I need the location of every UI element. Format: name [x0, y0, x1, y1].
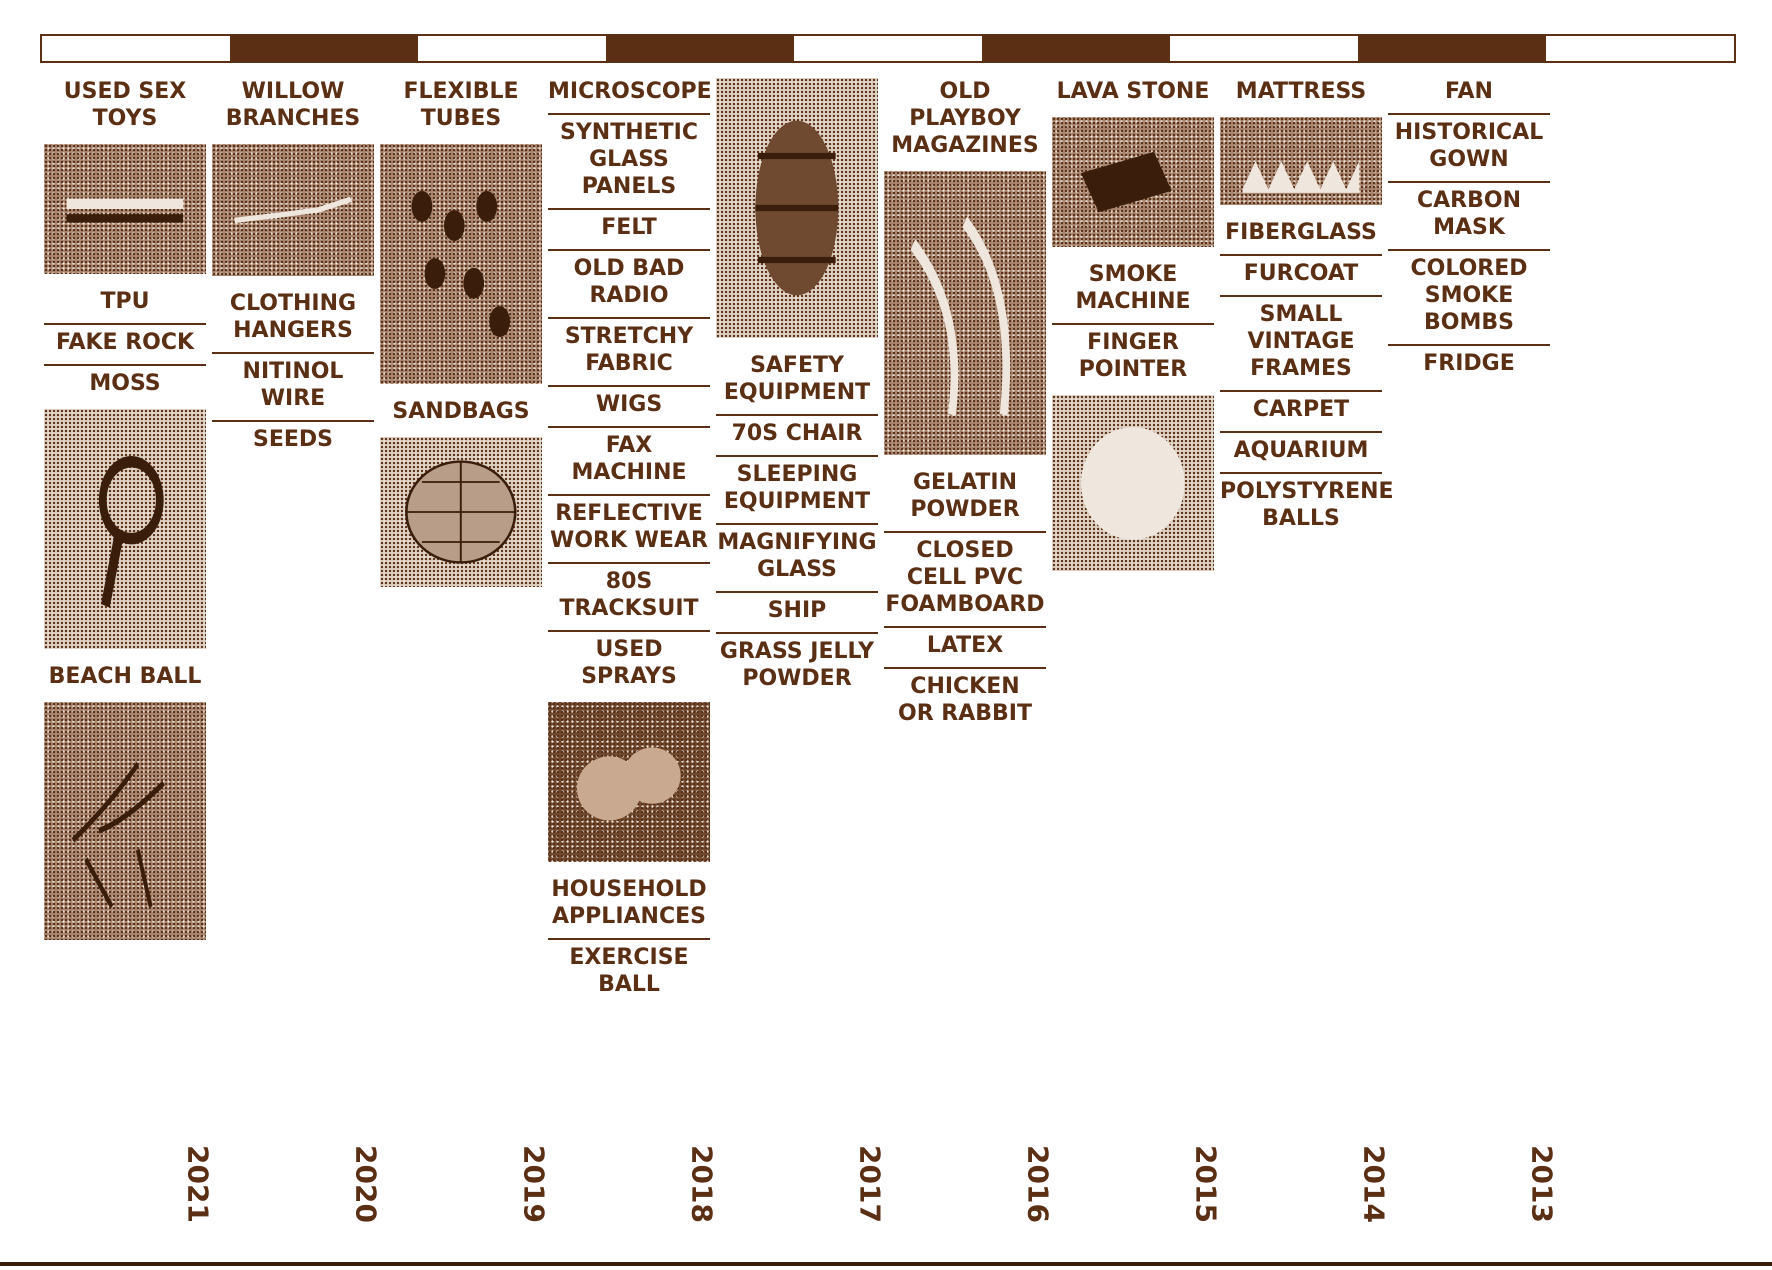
material-item: MAGNIFYING GLASS: [716, 525, 878, 593]
year-label-2019: 2019: [517, 1145, 551, 1223]
year-label-2017: 2017: [853, 1145, 887, 1223]
material-item: BEACH BALL: [48, 664, 202, 689]
material-item: OLD BAD RADIO: [548, 251, 710, 319]
year-label-2020: 2020: [349, 1145, 383, 1223]
material-item: SLEEPING EQUIPMENT: [716, 457, 878, 525]
timeline-column-2019: FLEXIBLE TUBES SANDBAGS: [380, 74, 542, 597]
timeline-columns: USED SEX TOYS TPU FAKE ROCK MOSS BEACH BALL W…: [40, 74, 1736, 1134]
material-item: SMOKE MACHINE: [1052, 257, 1214, 325]
year-label-2013: 2013: [1525, 1145, 1559, 1223]
material-item: HOUSEHOLD APPLIANCES: [548, 872, 710, 940]
material-item: CHICKEN OR RABBIT: [898, 674, 1032, 726]
material-item: CLOSED CELL PVC FOAMBOARD: [884, 533, 1046, 628]
material-item: SMALL VINTAGE FRAMES: [1220, 297, 1382, 392]
material-item: USED SEX TOYS: [63, 79, 187, 131]
material-item: MATTRESS: [1235, 79, 1367, 104]
granules-photo-icon: [1052, 395, 1214, 571]
wire-photo-icon: [212, 144, 374, 276]
material-item: GRASS JELLY POWDER: [719, 639, 875, 691]
material-item: AQUARIUM: [1220, 433, 1382, 474]
material-item: FIBERGLASS: [1220, 215, 1382, 256]
branches-photo-icon: [44, 702, 206, 940]
timeline-header-bar: [40, 34, 1736, 63]
year-label-2016: 2016: [1021, 1145, 1055, 1223]
material-item: SYNTHETIC GLASS PANELS: [548, 115, 710, 210]
material-item: FAX MACHINE: [548, 428, 710, 496]
material-item: CARPET: [1220, 392, 1382, 433]
spheres-photo-icon: [548, 702, 710, 862]
timeline-column-2015: LAVA STONE SMOKE MACHINE FINGER POINTER: [1052, 74, 1214, 581]
timeline-column-2018: MICROSCOPE SYNTHETIC GLASS PANELS FELT OLD …: [548, 74, 712, 1006]
material-item: STRETCHY FABRIC: [548, 319, 710, 387]
material-item: LATEX: [884, 628, 1046, 669]
material-item: WIGS: [548, 387, 710, 428]
material-item: WILLOW BRANCHES: [225, 79, 361, 131]
material-item: SEEDS: [252, 427, 333, 452]
material-item: FINGER POINTER: [1078, 330, 1188, 382]
timeline-segment-2015: [1170, 36, 1358, 61]
material-item: POLYSTYRENE BALLS: [1220, 479, 1394, 531]
material-item: 70S CHAIR: [716, 416, 878, 457]
material-item: SAFETY EQUIPMENT: [716, 348, 878, 416]
material-item: FELT: [548, 210, 710, 251]
material-item: COLORED SMOKE BOMBS: [1388, 251, 1550, 346]
barrel-photo-icon: [716, 78, 878, 338]
beads-photo-icon: [380, 144, 542, 384]
material-item: USED SPRAYS: [581, 637, 677, 689]
year-label-2015: 2015: [1189, 1145, 1223, 1223]
timeline-segment-2013: [1546, 36, 1734, 61]
material-item: GELATIN POWDER: [884, 465, 1046, 533]
bench-photo-icon: [44, 144, 206, 274]
timeline-column-2013: FAN HISTORICAL GOWN CARBON MASK COLORED SMO…: [1388, 74, 1550, 385]
foam-photo-icon: [1220, 117, 1382, 205]
material-item: SANDBAGS: [392, 399, 530, 424]
year-label-2014: 2014: [1357, 1145, 1391, 1223]
year-label-2018: 2018: [685, 1145, 719, 1223]
stone-photo-icon: [1052, 117, 1214, 247]
mirror-photo-icon: [44, 409, 206, 649]
fabric-photo-icon: [884, 171, 1046, 455]
timeline-segment-2019: [418, 36, 606, 61]
material-item: OLD PLAYBOY MAGAZINES: [891, 79, 1039, 158]
material-item: SHIP: [716, 593, 878, 634]
material-item: FURCOAT: [1220, 256, 1382, 297]
material-item: REFLECTIVE WORK WEAR: [548, 496, 710, 564]
timeline-column-2014: MATTRESS FIBERGLASS FURCOAT SMALL VINTAGE F…: [1220, 74, 1394, 540]
material-item: FAN: [1388, 74, 1550, 115]
material-item: MOSS: [89, 371, 161, 396]
material-item: NITINOL WIRE: [212, 354, 374, 422]
timeline-column-2017: SAFETY EQUIPMENT 70S CHAIR SLEEPING EQUIPM…: [716, 74, 878, 700]
disco-ball-photo-icon: [380, 437, 542, 587]
material-item: FAKE ROCK: [44, 325, 206, 366]
material-item: 80S TRACKSUIT: [548, 564, 710, 632]
material-item: HISTORICAL GOWN: [1388, 115, 1550, 183]
timeline-segment-2020: [230, 36, 418, 61]
year-label-2021: 2021: [181, 1145, 215, 1223]
material-item: EXERCISE BALL: [569, 945, 689, 997]
material-item: FRIDGE: [1423, 351, 1515, 376]
bottom-rule: [0, 1262, 1772, 1266]
material-item: MICROSCOPE: [548, 74, 712, 115]
timeline-segment-2017: [794, 36, 982, 61]
timeline-segment-2021: [42, 36, 230, 61]
timeline-column-2016: OLD PLAYBOY MAGAZINES GELATIN POWDER CLOSE…: [884, 74, 1046, 735]
material-item: LAVA STONE: [1056, 79, 1210, 104]
timeline-segment-2016: [982, 36, 1170, 61]
timeline-column-2021: USED SEX TOYS TPU FAKE ROCK MOSS BEACH BALL: [44, 74, 206, 950]
material-item: TPU: [44, 284, 206, 325]
timeline-segment-2018: [606, 36, 794, 61]
material-item: CLOTHING HANGERS: [212, 286, 374, 354]
timeline-column-2020: WILLOW BRANCHES CLOTHING HANGERS NITINOL W…: [212, 74, 374, 461]
timeline-segment-2014: [1358, 36, 1546, 61]
material-item: FLEXIBLE TUBES: [403, 79, 519, 131]
material-item: CARBON MASK: [1388, 183, 1550, 251]
